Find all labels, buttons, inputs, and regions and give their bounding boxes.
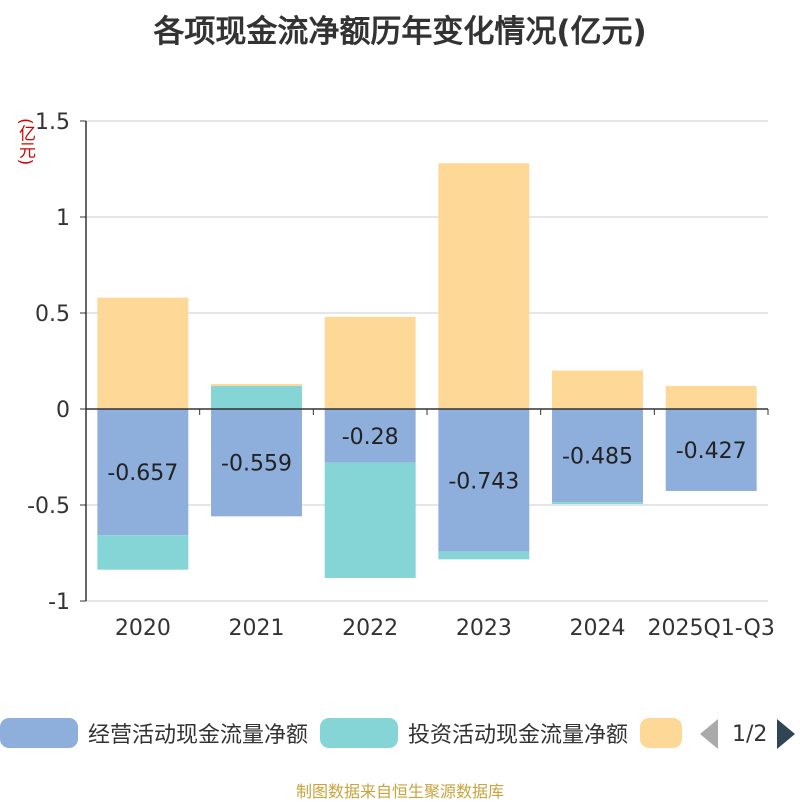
legend-swatch-financing [640,718,682,748]
legend-label-operating: 经营活动现金流量净额 [88,723,309,748]
data-label: -0.28 [342,425,399,450]
bar-chart: -1 -0.5 0 0.5 1 1.5 -0.657 -0.559 -0.28 -0.743 -0.… [27,110,775,641]
pager-page-text: 1/2 [732,721,768,747]
bar-s1-2023 [438,551,530,560]
bar-s1-2024 [552,502,643,505]
y-tick-label: -0.5 [27,494,70,519]
bar-s0-2024 [552,409,643,503]
bar-s0-2020 [97,409,189,536]
legend: 经营活动现金流量净额 投资活动现金流量净额 1/2 [0,712,800,758]
y-tick-label: 1 [56,206,70,231]
x-tick-label: 2023 [456,616,512,641]
legend-item-financing[interactable] [640,718,682,748]
data-label: -0.485 [562,445,633,470]
pager-next-icon[interactable] [777,719,796,749]
bar-s2-2021 [211,384,302,386]
data-label: -0.743 [448,469,519,494]
legend-label-investing: 投资活动现金流量净额 [408,723,629,748]
legend-item-investing[interactable]: 投资活动现金流量净额 [320,718,628,748]
bar-s0-2022 [324,409,416,463]
y-tick-label: -1 [48,590,70,615]
y-axis-unit: (亿元) [15,118,35,166]
x-tick-label: 2021 [229,616,285,641]
legend-item-operating[interactable]: 经营活动现金流量净额 [0,718,308,748]
data-label: -0.559 [221,452,292,477]
bar-s1-2020 [97,535,189,570]
x-tick-label: 2020 [115,616,171,641]
bar-s0-2025Q1-Q3 [665,409,757,491]
x-tick-label: 2024 [570,616,626,641]
bar-s2-2024 [552,370,643,409]
bar-s1-2021 [211,385,302,409]
data-label: -0.657 [107,461,178,486]
bar-s1-2022 [324,462,416,578]
bar-s0-2021 [211,409,302,517]
bar-s2-2025Q1-Q3 [665,385,757,409]
y-tick-label: 1.5 [35,110,70,135]
y-tick-label: 0 [56,398,70,423]
bar-s2-2023 [438,163,530,409]
x-tick-label: 2022 [342,616,398,641]
legend-pager: 1/2 [700,718,796,750]
y-tick-label: 0.5 [35,302,70,327]
bar-s2-2020 [97,297,189,409]
source-note: 制图数据来自恒生聚源数据库 [295,782,504,801]
bar-s2-2022 [324,316,416,409]
bar-s0-2023 [438,409,530,552]
x-tick-label: 2025Q1-Q3 [647,616,774,641]
pager-prev-icon[interactable] [700,719,718,749]
legend-swatch-investing [320,718,398,748]
legend-swatch-operating [0,718,78,748]
data-label: -0.427 [676,439,747,464]
chart-title: 各项现金流净额历年变化情况(亿元) [153,14,647,50]
